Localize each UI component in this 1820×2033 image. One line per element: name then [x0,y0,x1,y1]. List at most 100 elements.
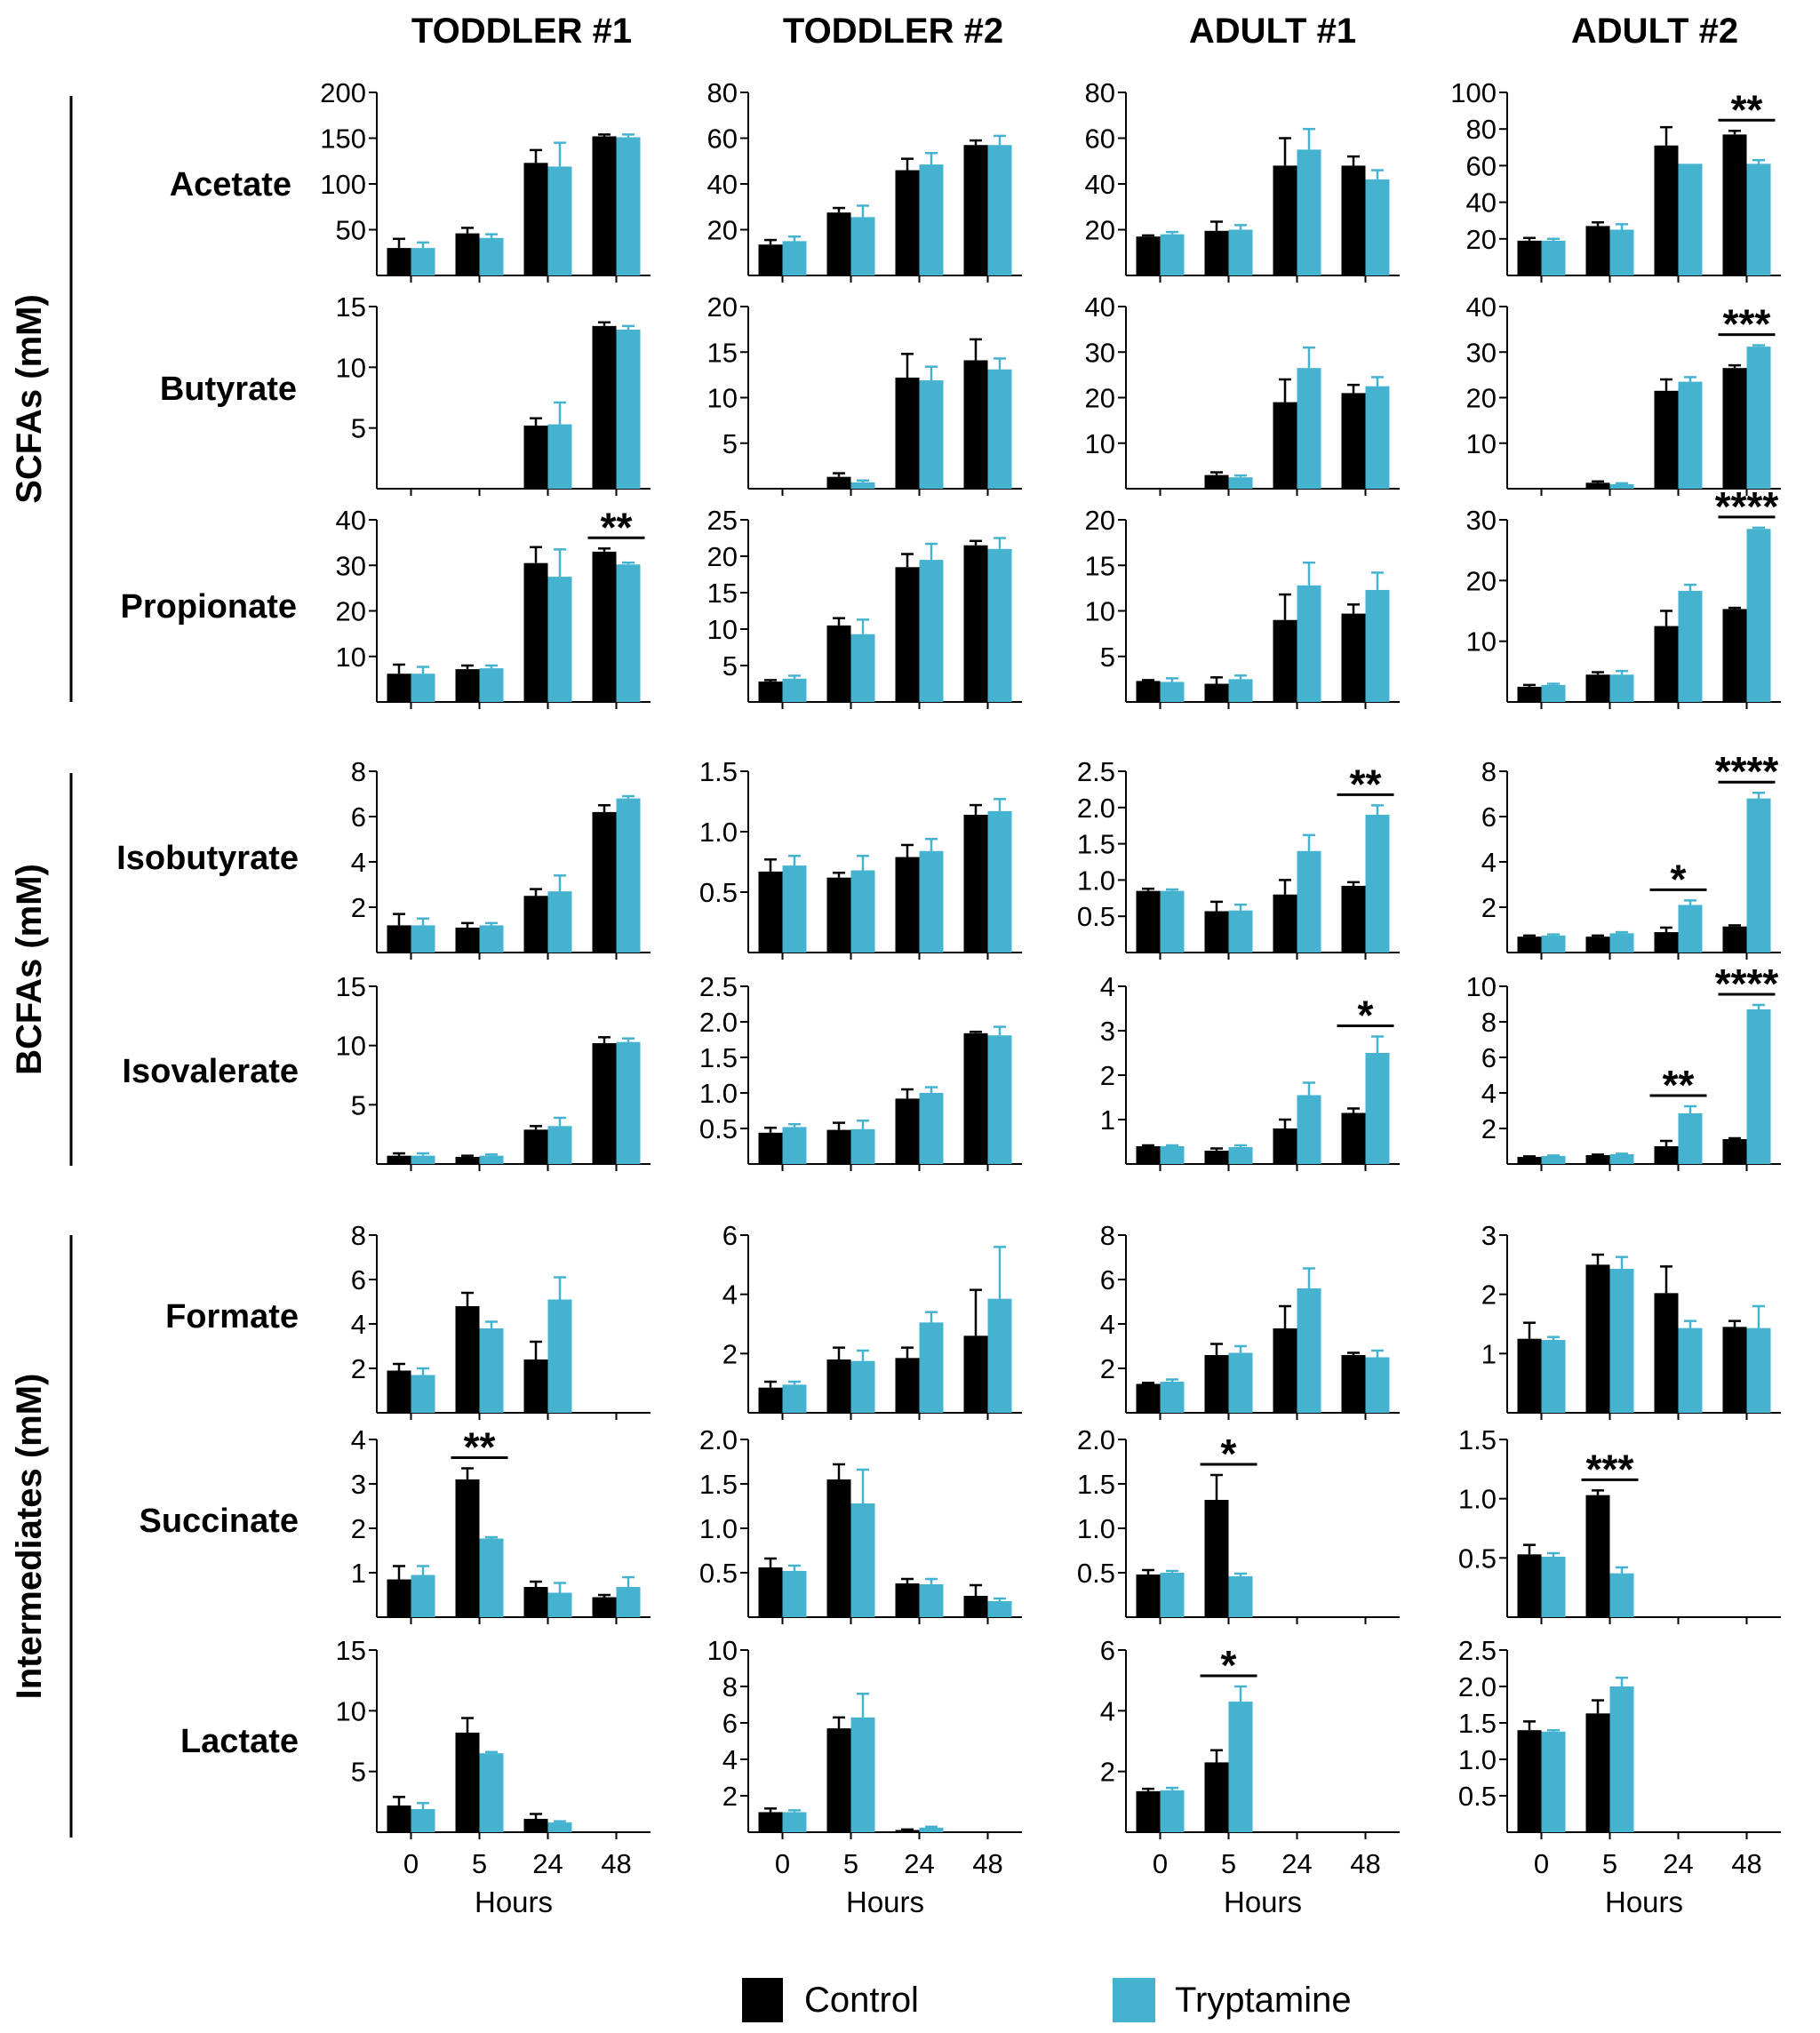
panel-formate-adult-2: 1 2 3 [1481,1220,1781,1420]
bar-tryptamine [1365,1053,1390,1164]
bar-tryptamine [616,798,641,953]
panel-succinate-adult-2: 0.5 1.0 1.5 *** [1458,1424,1781,1624]
bar-tryptamine [1228,477,1253,489]
bar-control [758,244,783,275]
bar-tryptamine [850,1128,875,1164]
y-tick-label: 15 [336,1635,366,1666]
bar-control [523,1818,548,1832]
bar-control [1341,1355,1366,1413]
y-tick-label: 4 [1481,1078,1497,1109]
y-tick-label: 10 [1085,428,1115,459]
bar-tryptamine [919,1584,944,1617]
y-tick-label: 10 [707,383,738,414]
group-label-scfa: SCFAs (mM) [10,294,49,504]
bar-tryptamine [782,1127,807,1164]
y-tick-label: 80 [1085,77,1115,108]
y-tick-label: 150 [320,124,366,155]
y-tick-label: 1.0 [699,1078,738,1109]
bar-tryptamine [1609,674,1634,702]
y-tick-label: 2 [351,1353,366,1384]
y-tick-label: 100 [1450,77,1497,108]
y-tick-label: 8 [1100,1220,1115,1251]
row-label-propionate: Propionate [121,588,297,626]
bar-tryptamine [1297,585,1321,702]
bar-tryptamine [1228,229,1253,275]
x-tick-label: 24 [904,1848,934,1879]
row-label-acetate: Acetate [170,166,291,203]
y-tick-label: 3 [1100,1016,1115,1047]
bar-tryptamine [987,1298,1012,1413]
bar-control [826,1129,851,1164]
bar-control [1136,681,1161,702]
bar-control [592,551,617,702]
y-tick-label: 1.0 [699,817,738,848]
bar-control [1136,890,1161,953]
significance-stars: * [1221,1642,1237,1688]
x-tick-label: 48 [972,1848,1002,1879]
bar-tryptamine [919,850,944,953]
bar-control [963,1335,988,1413]
panel-formate-toddler-2: 2 4 6 [722,1220,1022,1420]
y-tick-label: 2.0 [1077,793,1115,824]
bar-tryptamine [479,237,504,275]
bar-control [895,857,920,953]
bar-tryptamine [919,560,944,702]
panel-acetate-toddler-2: 20 40 60 80 [707,77,1022,283]
bar-tryptamine [1541,1156,1566,1164]
group-label-intermediates: Intermediates (mM) [10,1374,49,1700]
y-tick-label: 6 [351,801,366,833]
y-tick-label: 10 [336,642,366,673]
bar-control [1341,613,1366,702]
y-tick-label: 2.5 [1458,1635,1497,1666]
bar-control [826,877,851,953]
bar-tryptamine [411,925,435,953]
y-tick-label: 0.5 [699,877,738,908]
bar-control [1517,937,1542,953]
bar-control [963,1032,988,1164]
bar-tryptamine [1160,890,1185,953]
y-tick-label: 80 [1466,114,1497,145]
bar-control [1585,937,1610,953]
bar-control [1204,230,1229,275]
bar-tryptamine [1678,905,1703,953]
significance-stars: **** [1715,961,1779,1007]
y-tick-label: 6 [1481,801,1497,833]
bar-tryptamine [1746,529,1771,702]
bar-tryptamine [919,1093,944,1164]
bar-control [758,1812,783,1832]
bar-control [1585,1495,1610,1617]
bar-tryptamine [782,1812,807,1832]
bar-control [1654,626,1679,702]
bar-control [1585,1155,1610,1164]
bar-control [826,1479,851,1617]
bar-tryptamine [782,865,807,953]
y-tick-label: 3 [1481,1220,1497,1251]
y-tick-label: 10 [336,1031,366,1062]
y-tick-label: 40 [336,505,366,536]
bar-control [826,212,851,275]
bar-control [1341,885,1366,953]
y-tick-label: 5 [351,413,366,444]
x-tick-label: 48 [1731,1848,1761,1879]
bar-tryptamine [547,1822,572,1832]
bar-control [963,1596,988,1617]
bar-tryptamine [547,1126,572,1164]
bar-control [1585,1713,1610,1832]
bar-control [455,1732,480,1832]
y-tick-label: 20 [336,596,366,627]
column-title-toddler-1: TODDLER #1 [411,12,632,51]
bar-control [455,927,480,953]
bar-control [1654,1293,1679,1413]
y-tick-label: 1.5 [1077,829,1115,860]
legend-swatch-control [742,1978,783,2022]
y-tick-label: 40 [1466,291,1497,323]
bar-control [1136,236,1161,275]
y-tick-label: 6 [1481,1042,1497,1073]
bar-control [895,1098,920,1164]
bar-control [455,669,480,702]
bar-tryptamine [850,1503,875,1617]
row-label-lactate: Lactate [180,1723,299,1760]
x-tick-label: 0 [403,1848,419,1879]
y-tick-label: 100 [320,169,366,200]
